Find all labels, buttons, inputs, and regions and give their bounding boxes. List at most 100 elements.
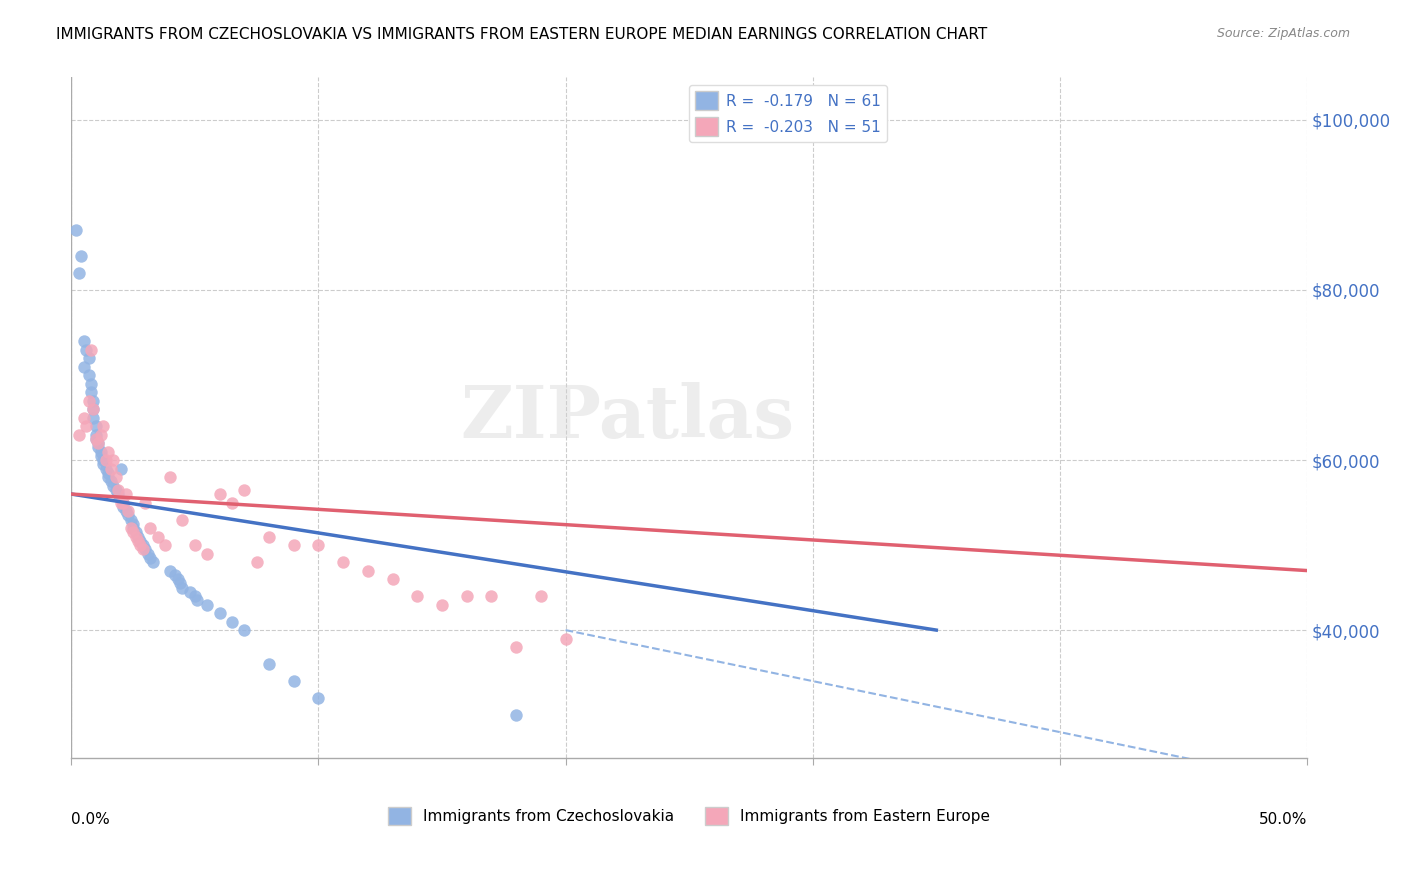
- Point: [307, 691, 329, 706]
- Point: [80, 343, 103, 357]
- Point: [124, 525, 146, 540]
- Point: [456, 589, 478, 603]
- Point: [233, 623, 256, 637]
- Point: [100, 475, 122, 489]
- Point: [104, 470, 127, 484]
- Point: [430, 598, 453, 612]
- Point: [122, 525, 145, 540]
- Point: [186, 593, 208, 607]
- Point: [90, 449, 112, 463]
- Point: [117, 504, 139, 518]
- Point: [134, 495, 156, 509]
- Point: [80, 376, 103, 391]
- Point: [172, 581, 194, 595]
- Point: [139, 550, 162, 565]
- Point: [208, 487, 231, 501]
- Point: [77, 368, 100, 382]
- Point: [82, 410, 104, 425]
- Point: [97, 470, 120, 484]
- Point: [67, 266, 90, 280]
- Point: [129, 538, 152, 552]
- Point: [132, 542, 155, 557]
- Point: [97, 466, 120, 480]
- Point: [112, 495, 135, 509]
- Point: [257, 657, 280, 671]
- Point: [87, 436, 110, 450]
- Point: [90, 427, 112, 442]
- Point: [97, 444, 120, 458]
- Point: [195, 598, 218, 612]
- Point: [75, 343, 97, 357]
- Point: [93, 419, 115, 434]
- Point: [172, 512, 194, 526]
- Point: [82, 393, 104, 408]
- Point: [357, 564, 380, 578]
- Point: [93, 458, 115, 472]
- Point: [82, 402, 104, 417]
- Point: [114, 504, 136, 518]
- Point: [107, 487, 129, 501]
- Point: [112, 495, 135, 509]
- Point: [129, 533, 152, 548]
- Point: [221, 615, 243, 629]
- Point: [93, 453, 115, 467]
- Point: [112, 500, 135, 514]
- Point: [87, 436, 110, 450]
- Point: [110, 495, 132, 509]
- Point: [307, 538, 329, 552]
- Point: [117, 508, 139, 523]
- Text: Source: ZipAtlas.com: Source: ZipAtlas.com: [1216, 27, 1350, 40]
- Point: [163, 567, 186, 582]
- Point: [104, 483, 127, 497]
- Point: [142, 555, 165, 569]
- Point: [179, 584, 201, 599]
- Point: [122, 516, 145, 531]
- Point: [208, 606, 231, 620]
- Point: [166, 572, 188, 586]
- Point: [127, 533, 149, 548]
- Point: [381, 572, 404, 586]
- Point: [283, 674, 305, 689]
- Point: [124, 530, 146, 544]
- Point: [195, 547, 218, 561]
- Point: [283, 538, 305, 552]
- Point: [84, 427, 107, 442]
- Point: [72, 359, 94, 374]
- Point: [120, 521, 142, 535]
- Point: [257, 530, 280, 544]
- Point: [139, 521, 162, 535]
- Point: [481, 589, 503, 603]
- Point: [84, 432, 107, 446]
- Point: [122, 521, 145, 535]
- Point: [530, 589, 553, 603]
- Point: [406, 589, 429, 603]
- Point: [134, 542, 156, 557]
- Point: [120, 512, 142, 526]
- Point: [82, 402, 104, 417]
- Point: [159, 564, 181, 578]
- Point: [103, 453, 125, 467]
- Point: [84, 432, 107, 446]
- Text: 0.0%: 0.0%: [72, 812, 110, 827]
- Text: 50.0%: 50.0%: [1258, 812, 1308, 827]
- Point: [72, 334, 94, 348]
- Point: [221, 495, 243, 509]
- Point: [77, 393, 100, 408]
- Point: [127, 530, 149, 544]
- Point: [132, 538, 155, 552]
- Point: [90, 444, 112, 458]
- Legend: Immigrants from Czechoslovakia, Immigrants from Eastern Europe: Immigrants from Czechoslovakia, Immigran…: [382, 801, 997, 831]
- Point: [332, 555, 354, 569]
- Point: [94, 453, 117, 467]
- Point: [554, 632, 576, 646]
- Point: [70, 249, 93, 263]
- Point: [169, 576, 191, 591]
- Point: [65, 223, 87, 237]
- Point: [110, 461, 132, 475]
- Point: [77, 351, 100, 365]
- Point: [136, 547, 159, 561]
- Point: [505, 708, 527, 723]
- Point: [103, 478, 125, 492]
- Point: [94, 461, 117, 475]
- Point: [80, 384, 103, 399]
